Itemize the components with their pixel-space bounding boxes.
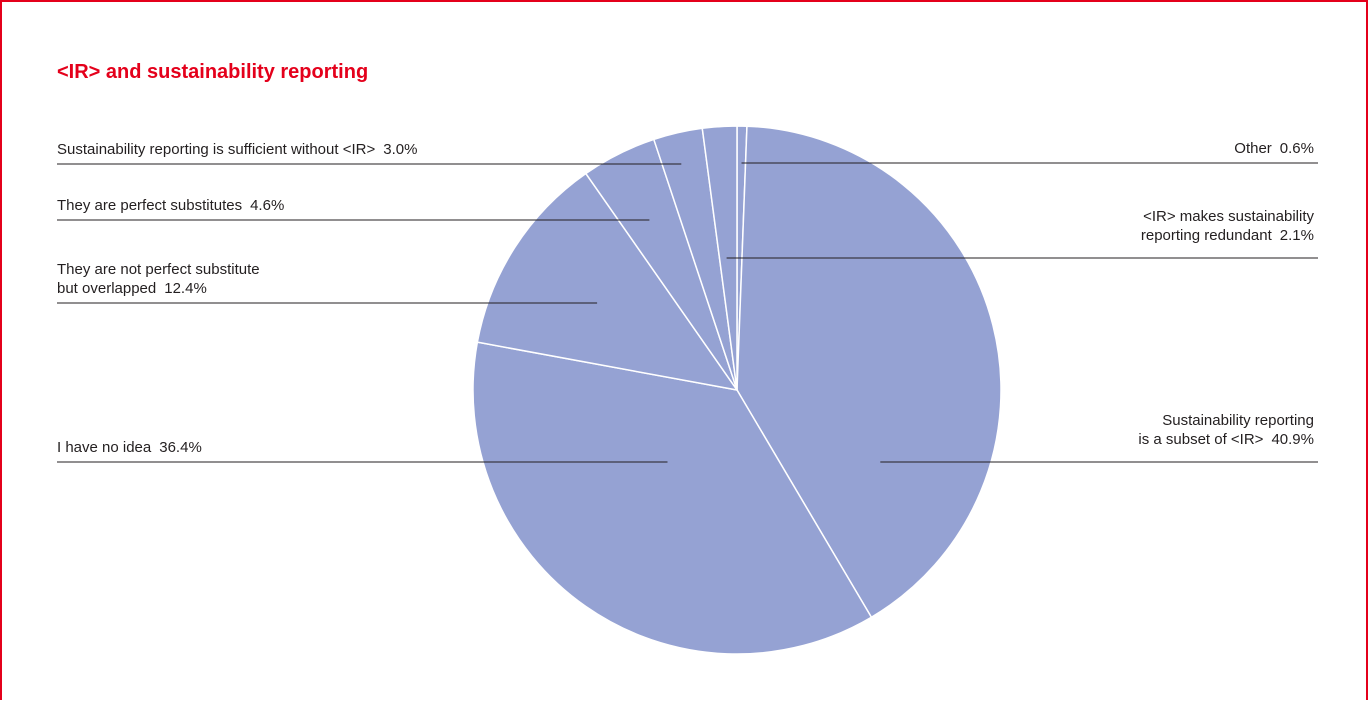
slice-label: I have no idea 36.4%	[57, 438, 202, 457]
slice-label-line: reporting redundant 2.1%	[1141, 226, 1314, 245]
pie-slice-ir-makes-sustainability-reporting-redundant	[701, 125, 738, 391]
slice-label-line: Sustainability reporting	[1138, 411, 1314, 430]
slice-label-text: Sustainability reporting	[1162, 412, 1314, 429]
slice-value-label: 12.4%	[164, 280, 207, 297]
slice-label-line: I have no idea 36.4%	[57, 438, 202, 457]
slice-label: <IR> makes sustainability reporting redun…	[1141, 207, 1314, 245]
slice-value-label: 40.9%	[1271, 431, 1314, 448]
slice-label-text: They are perfect substitutes	[57, 197, 243, 214]
slice-value-label: 4.6%	[250, 197, 285, 214]
pie-slice-they-are-not-perfect-substitute-but-overlapped	[476, 172, 738, 391]
pie-slice-i-have-no-idea	[472, 341, 873, 655]
slice-value-label: 36.4%	[159, 439, 202, 456]
slice-label-line: Sustainability reporting is sufficient w…	[57, 140, 417, 159]
slice-label-text: <IR> makes sustainability	[1143, 208, 1314, 225]
slice-label: Sustainability reporting is sufficient w…	[57, 140, 417, 159]
slice-label: Other 0.6%	[1234, 139, 1314, 158]
slice-label-text: reporting redundant	[1140, 227, 1272, 244]
slice-label-line: Other 0.6%	[1234, 139, 1314, 158]
slice-value-label: 0.6%	[1279, 140, 1314, 157]
slice-label-line: <IR> makes sustainability	[1141, 207, 1314, 226]
slice-label-text: I have no idea	[57, 439, 152, 456]
slice-label-text: They are not perfect substitute	[57, 261, 260, 278]
slice-value-label: 2.1%	[1279, 227, 1314, 244]
slice-label: Sustainability reporting is a subset of <…	[1138, 411, 1314, 449]
slice-label-text: but overlapped	[57, 280, 157, 297]
slice-value-label: 3.0%	[383, 141, 418, 158]
slice-label: They are perfect substitutes 4.6%	[57, 196, 284, 215]
slice-label-line: They are perfect substitutes 4.6%	[57, 196, 284, 215]
slice-label-line: but overlapped 12.4%	[57, 279, 260, 298]
chart-title: <IR> and sustainability reporting	[57, 61, 369, 83]
slice-label-text: is a subset of <IR>	[1138, 431, 1264, 448]
slice-label-text: Sustainability reporting is sufficient w…	[57, 141, 376, 158]
slice-label-line: They are not perfect substitute	[57, 260, 260, 279]
pie-slice-sustainability-reporting-is-a-subset-of-ir	[736, 125, 1002, 618]
slice-label-line: is a subset of <IR> 40.9%	[1138, 430, 1314, 449]
slice-label-text: Other	[1234, 140, 1272, 157]
slice-label: They are not perfect substitute but overl…	[57, 260, 260, 298]
